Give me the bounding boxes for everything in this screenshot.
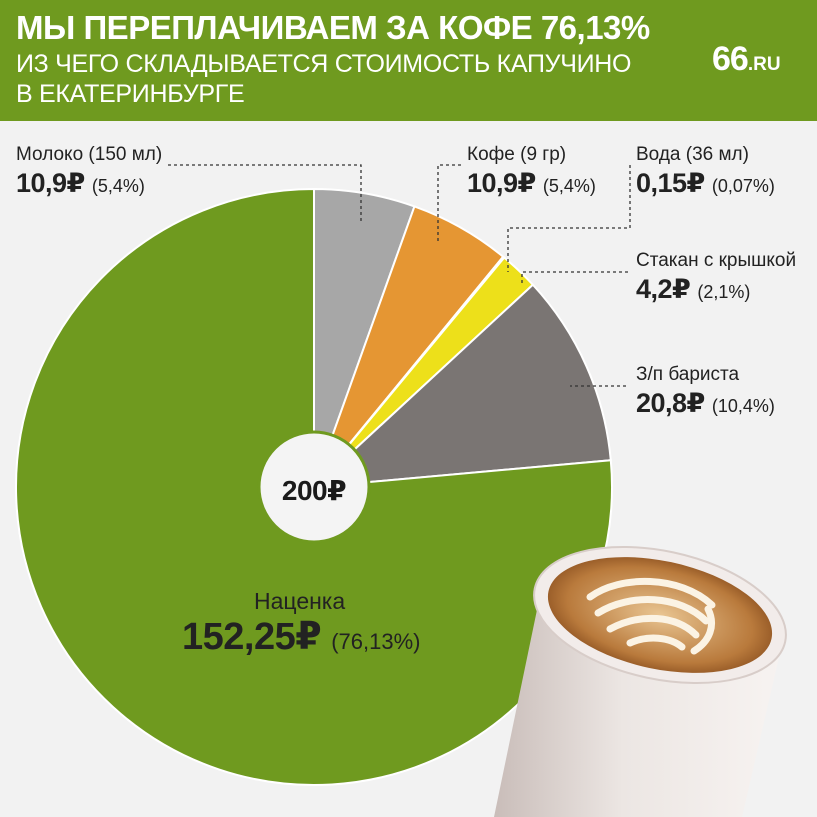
label-cup-lid-percent: (2,1%) — [697, 282, 751, 302]
label-barista-name: З/п бариста — [636, 364, 740, 385]
label-water-name: Вода (36 мл) — [636, 144, 749, 165]
label-water: Вода (36 мл) 0,15₽ (0,07%) — [636, 144, 775, 203]
subtitle-line-1: ИЗ ЧЕГО СКЛАДЫВАЕТСЯ СТОИМОСТЬ КАПУЧИНО — [16, 50, 632, 78]
label-coffee-value: 10,9₽ — [467, 168, 536, 198]
label-milk: Молоко (150 мл) 10,9₽ (5,4%) — [16, 144, 162, 203]
pie-center-hole — [257, 430, 371, 544]
label-cup-lid: Стакан с крышкой 4,2₽ (2,1%) — [636, 250, 796, 309]
subtitle-line-2: В ЕКАТЕРИНБУРГЕ — [16, 80, 245, 108]
brand-logo: 66.RU — [712, 40, 781, 79]
label-barista-percent: (10,4%) — [711, 396, 775, 416]
latte-art-icon — [586, 578, 716, 655]
label-milk-name: Молоко (150 мл) — [16, 144, 163, 165]
label-coffee-percent: (5,4%) — [542, 176, 596, 196]
leader-line-coffee — [437, 164, 461, 242]
label-milk-percent: (5,4%) — [91, 176, 145, 196]
logo-main: 66 — [712, 40, 749, 78]
label-coffee-name: Кофе (9 гр) — [467, 144, 567, 165]
label-markup-name: Наценка — [254, 588, 346, 614]
leader-line-cup-lid — [521, 271, 628, 285]
logo-suffix: .RU — [747, 54, 781, 75]
pie-slice-barista — [311, 283, 612, 489]
label-cup-lid-value: 4,2₽ — [636, 274, 691, 304]
pie-total: 200₽ — [281, 475, 347, 506]
label-water-value: 0,15₽ — [636, 168, 705, 198]
label-coffee: Кофе (9 гр) 10,9₽ (5,4%) — [467, 144, 596, 203]
leader-line-milk — [168, 164, 362, 222]
page-subtitle: ИЗ ЧЕГО СКЛАДЫВАЕТСЯ СТОИМОСТЬ КАПУЧИНО … — [16, 49, 631, 109]
label-markup-percent: (76,13%) — [331, 629, 421, 654]
label-water-percent: (0,07%) — [711, 176, 775, 196]
label-markup-value: 152,25₽ — [182, 616, 322, 658]
label-barista: З/п бариста 20,8₽ (10,4%) — [636, 364, 775, 423]
leader-line-water — [507, 165, 631, 272]
cappuccino-cup-illustration — [494, 545, 787, 817]
label-milk-value: 10,9₽ — [16, 168, 85, 198]
leader-lines — [168, 164, 631, 387]
label-barista-value: 20,8₽ — [636, 388, 705, 418]
label-markup: Наценка 152,25₽ (76,13%) — [182, 587, 421, 664]
label-cup-lid-name: Стакан с крышкой — [636, 250, 797, 271]
header: МЫ ПЕРЕПЛАЧИВАЕМ ЗА КОФЕ 76,13% ИЗ ЧЕГО … — [0, 0, 817, 121]
pie-slices — [15, 187, 613, 786]
page-title: МЫ ПЕРЕПЛАЧИВАЕМ ЗА КОФЕ 76,13% — [16, 9, 650, 46]
